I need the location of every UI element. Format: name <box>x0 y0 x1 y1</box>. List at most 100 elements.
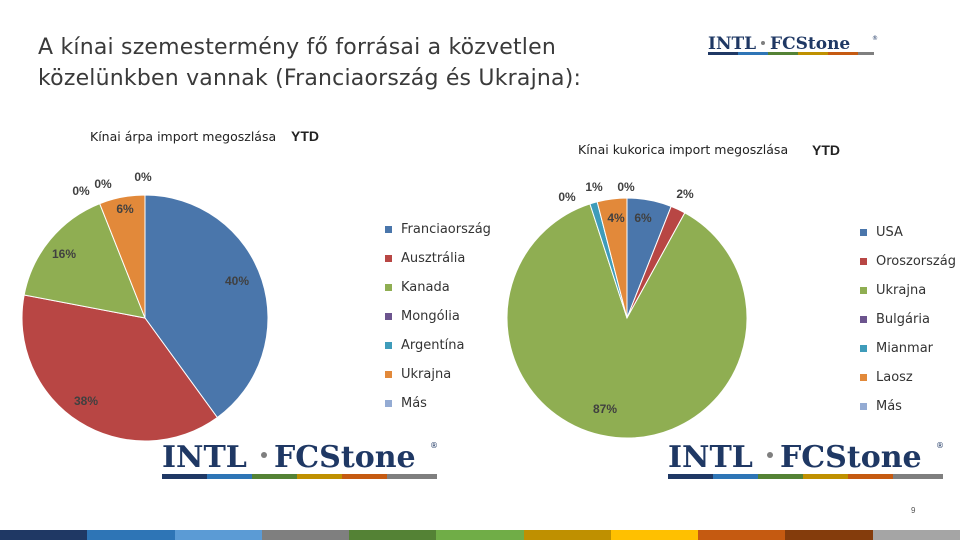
footer-color-segment-0 <box>0 530 88 540</box>
legend-swatch <box>385 284 392 291</box>
logo-left-part1: INTL <box>162 440 247 475</box>
pie-slice-barley-5 <box>99 194 146 319</box>
logo-small-part2: FCStone <box>770 34 850 54</box>
data-label-corn-1: 2% <box>676 187 694 201</box>
footer-color-segment-5 <box>436 530 524 540</box>
barley-pie-chart: 40% 38% 16% 0% 0% 6% 0% <box>21 170 269 442</box>
footer-color-segment-2 <box>174 530 262 540</box>
data-label-barley-3: 0% <box>72 184 90 198</box>
legend-item-barley-5: Ukrajna <box>385 367 451 382</box>
legend-swatch <box>860 374 867 381</box>
footer-color-segment-8 <box>698 530 786 540</box>
legend-item-corn-0: USA <box>860 225 903 240</box>
legend-item-barley-4: Argentína <box>385 338 464 353</box>
intl-fcstone-logo-small: INTL FCStone ® <box>708 34 878 55</box>
legend-label: Franciaország <box>401 222 491 237</box>
legend-label: Kanada <box>401 280 450 295</box>
data-label-barley-6: 0% <box>134 170 152 184</box>
legend-swatch <box>860 403 867 410</box>
legend-item-barley-0: Franciaország <box>385 222 491 237</box>
logo-right-dot <box>767 452 773 458</box>
intl-fcstone-logo-right: INTL FCStone ® <box>668 440 944 479</box>
pie-slice-barley-0 <box>144 194 269 419</box>
legend-label: Más <box>401 396 427 411</box>
page-number: 9 <box>911 506 916 515</box>
data-label-barley-0: 40% <box>225 274 249 288</box>
legend-item-corn-1: Oroszország <box>860 254 956 269</box>
legend-label: Más <box>876 399 902 414</box>
footer-color-segment-7 <box>610 530 699 540</box>
pie-slice-corn-5 <box>596 197 628 319</box>
logo-small-mark: ® <box>872 35 878 42</box>
legend-label: Mongólia <box>401 309 460 324</box>
intl-fcstone-logo-left: INTL FCStone ® <box>162 440 438 479</box>
footer-color-segment-3 <box>261 530 350 540</box>
legend-swatch <box>860 287 867 294</box>
legend-label: Mianmar <box>876 341 934 356</box>
legend-swatch <box>860 258 867 265</box>
legend-item-corn-5: Laosz <box>860 370 913 385</box>
data-label-barley-4: 0% <box>94 177 112 191</box>
legend-item-corn-4: Mianmar <box>860 341 933 356</box>
logo-left-stripe <box>162 474 437 479</box>
legend-item-corn-3: Bulgária <box>860 312 930 327</box>
logo-right-stripe <box>668 474 943 479</box>
corn-pie-chart: 6% 2% 87% 0% 1% 4% 0% <box>506 180 748 439</box>
data-label-barley-2: 16% <box>52 247 76 261</box>
legend-label: Ukrajna <box>401 367 452 382</box>
legend-swatch <box>860 345 867 352</box>
data-label-barley-1: 38% <box>74 394 98 408</box>
legend-item-barley-6: Más <box>385 396 427 411</box>
legend-swatch <box>385 342 392 349</box>
data-label-corn-6: 0% <box>617 180 635 194</box>
title-line-2: közelünkben vannak (Franciaország és Ukr… <box>38 66 582 91</box>
data-label-corn-4: 1% <box>585 180 603 194</box>
data-label-corn-3: 0% <box>558 190 576 204</box>
logo-right-mark: ® <box>936 441 944 450</box>
legend-label: USA <box>876 225 903 240</box>
pie-slice-barley-2 <box>23 202 146 319</box>
legend-item-barley-3: Mongólia <box>385 309 460 324</box>
barley-chart-title: Kínai árpa import megoszlása <box>90 129 277 144</box>
corn-ytd-label: YTD <box>812 142 840 158</box>
title-line-1: A kínai szemestermény fő forrásai a közv… <box>38 35 556 60</box>
legend-item-barley-1: Ausztrália <box>385 251 465 266</box>
legend-label: Argentína <box>401 338 465 353</box>
corn-chart-title: Kínai kukorica import megoszlása <box>578 142 789 157</box>
footer-color-segment-10 <box>872 530 960 540</box>
legend-label: Bulgária <box>876 312 930 327</box>
legend-label: Ukrajna <box>876 283 927 298</box>
legend-label: Ausztrália <box>401 251 466 266</box>
logo-small-stripe <box>708 52 874 55</box>
slide-title: A kínai szemestermény fő forrásai a közv… <box>38 32 581 94</box>
data-label-corn-0: 6% <box>634 211 652 225</box>
logo-left-mark: ® <box>430 441 438 450</box>
legend-label: Laosz <box>876 370 913 385</box>
logo-small-dot <box>761 41 765 45</box>
logo-right-part2: FCStone <box>780 440 922 475</box>
legend-swatch <box>385 371 392 378</box>
footer-color-segment-9 <box>785 530 873 540</box>
footer-color-bar <box>0 530 960 540</box>
legend-swatch <box>860 229 867 236</box>
data-label-corn-2: 87% <box>593 402 617 416</box>
barley-ytd-label: YTD <box>291 128 319 144</box>
logo-left-part2: FCStone <box>274 440 416 475</box>
footer-color-segment-1 <box>87 530 175 540</box>
pie-slice-corn-2 <box>506 203 748 439</box>
legend-swatch <box>385 400 392 407</box>
legend-swatch <box>385 313 392 320</box>
pie-slice-barley-1 <box>21 294 218 442</box>
legend-item-corn-2: Ukrajna <box>860 283 926 298</box>
legend-label: Oroszország <box>876 254 956 269</box>
legend-swatch <box>860 316 867 323</box>
logo-right-part1: INTL <box>668 440 753 475</box>
legend-item-corn-6: Más <box>860 399 902 414</box>
legend-swatch <box>385 255 392 262</box>
footer-color-segment-6 <box>523 530 611 540</box>
logo-small-part1: INTL <box>708 34 756 54</box>
footer-color-segment-4 <box>349 530 437 540</box>
data-label-barley-5: 6% <box>116 202 134 216</box>
legend-item-barley-2: Kanada <box>385 280 450 295</box>
